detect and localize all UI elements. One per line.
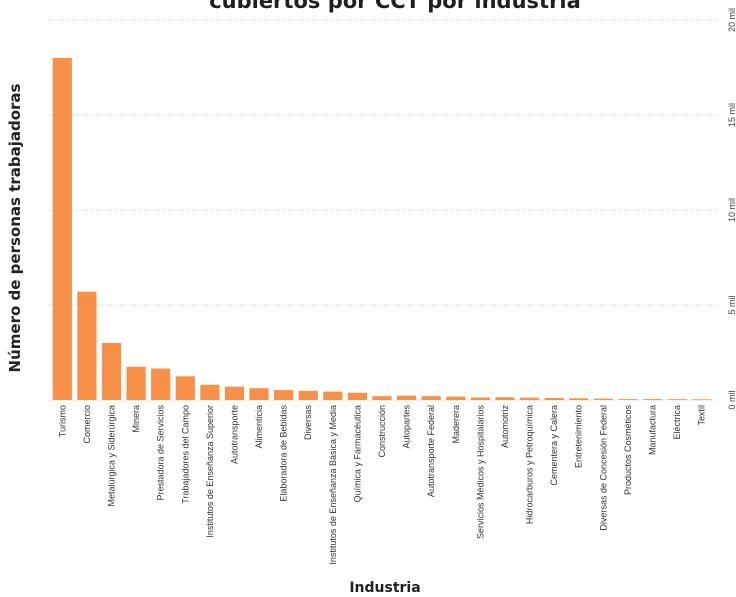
x-axis-title: Industria xyxy=(349,580,420,596)
y-tick-label: 10 mil xyxy=(727,198,736,222)
x-axis-categories: Turismo Comercio Metalúrgica y Siderúrgica… xyxy=(57,405,706,565)
bar[interactable] xyxy=(200,384,220,400)
x-tick-label: Elaboradora de Bebidas xyxy=(279,405,289,502)
bar[interactable] xyxy=(642,399,663,400)
x-tick-label: Productos Cosméticos xyxy=(623,405,633,496)
bar[interactable] xyxy=(593,398,613,400)
x-tick-label: Institutos de Enseñanza Básica y Media xyxy=(328,405,338,565)
bar[interactable] xyxy=(446,396,466,400)
bar[interactable] xyxy=(544,397,564,400)
bar[interactable] xyxy=(520,397,540,400)
bar[interactable] xyxy=(274,390,294,400)
x-tick-label: Minera xyxy=(131,405,141,433)
bar[interactable] xyxy=(397,395,417,400)
x-tick-label: Diversas de Concesión Federal xyxy=(598,405,608,531)
x-tick-label: Comercio xyxy=(82,405,92,444)
bar[interactable] xyxy=(52,58,72,400)
y-axis-ticks: 0 mil 5 mil 10 mil 15 mil 20 mil xyxy=(727,8,736,410)
x-tick-label: Alimenticia xyxy=(254,405,264,449)
bar[interactable] xyxy=(175,376,195,401)
bar[interactable] xyxy=(495,397,515,400)
x-tick-label: Institutos de Enseñanza Superior xyxy=(205,405,215,538)
chart-title: cubiertos por CCT por industria xyxy=(209,0,581,13)
x-tick-label: Automotriz xyxy=(500,405,510,449)
x-tick-label: Construcción xyxy=(377,405,387,458)
gridlines xyxy=(48,19,718,401)
x-tick-label: Química y Farmacéutica xyxy=(352,405,362,503)
bar[interactable] xyxy=(421,396,441,400)
bar[interactable] xyxy=(692,399,712,401)
y-tick-label: 15 mil xyxy=(727,103,736,127)
x-tick-label: Autopartes xyxy=(402,405,412,449)
y-axis-title: Número de personas trabajadoras xyxy=(6,83,24,372)
bars xyxy=(52,58,712,401)
x-tick-label: Hidrocarburos y Petroquímica xyxy=(525,405,535,524)
bar[interactable] xyxy=(569,398,589,400)
x-tick-label: Entretenimiento xyxy=(574,405,584,468)
x-tick-label: Maderera xyxy=(451,405,461,444)
y-tick-label: 0 mil xyxy=(727,390,736,409)
y-tick-label: 5 mil xyxy=(727,295,736,314)
bar[interactable] xyxy=(347,392,367,400)
bar[interactable] xyxy=(470,397,490,401)
x-tick-label: Textil xyxy=(697,405,707,426)
bar[interactable] xyxy=(151,368,171,400)
x-tick-label: Trabajadores del Campo xyxy=(180,405,190,504)
bar[interactable] xyxy=(667,399,687,400)
bar[interactable] xyxy=(249,388,269,400)
x-tick-label: Cementera y Calera xyxy=(549,405,559,486)
x-tick-label: Eléctrica xyxy=(672,405,682,440)
bar[interactable] xyxy=(618,399,638,400)
y-tick-label: 20 mil xyxy=(727,8,736,32)
bar[interactable] xyxy=(224,386,245,400)
bar[interactable] xyxy=(126,366,146,401)
bar[interactable] xyxy=(372,396,392,400)
bar[interactable] xyxy=(77,291,97,400)
x-tick-label: Servicios Médicos y Hospitalarios xyxy=(475,405,485,540)
x-tick-label: Autotransporte xyxy=(229,405,239,464)
bar[interactable] xyxy=(298,390,318,400)
x-tick-label: Autotransporte Federal xyxy=(426,405,436,497)
x-tick-label: Prestadora de Servicios xyxy=(156,405,166,501)
bar[interactable] xyxy=(323,391,343,400)
x-tick-label: Turismo xyxy=(57,405,67,437)
x-tick-label: Manufactura xyxy=(648,405,658,455)
x-tick-label: Metalúrgica y Siderúrgica xyxy=(107,405,117,507)
bar[interactable] xyxy=(101,343,122,400)
x-tick-label: Diversas xyxy=(303,405,313,441)
